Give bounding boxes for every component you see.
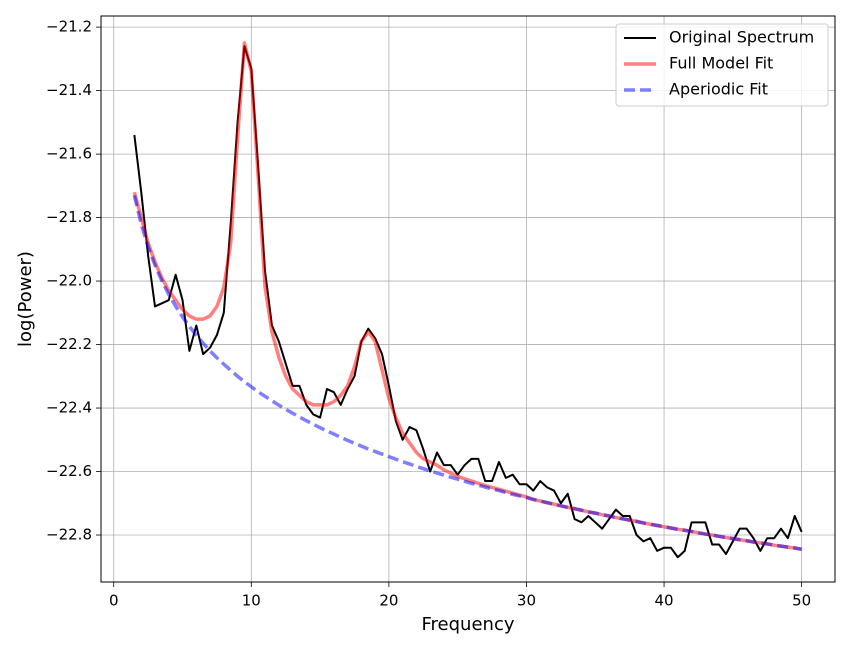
y-tick-label: −21.4: [46, 81, 92, 99]
x-tick-label: 40: [655, 592, 674, 610]
legend-label: Original Spectrum: [669, 28, 814, 47]
x-axis-label: Frequency: [422, 614, 515, 635]
y-tick-label: −22.0: [46, 272, 92, 290]
y-tick-label: −21.2: [46, 18, 92, 36]
y-tick-label: −22.8: [46, 526, 92, 544]
x-tick-label: 10: [242, 592, 261, 610]
legend-box: [615, 23, 829, 107]
legend: Original Spectrum Full Model Fit Aperiodic…: [615, 23, 829, 107]
y-tick-label: −22.6: [46, 462, 92, 480]
x-tick-label: 20: [379, 592, 398, 610]
y-axis-label: log(Power): [15, 251, 36, 347]
y-tick-label: −22.4: [46, 399, 92, 417]
series-line: [132, 41, 802, 552]
plot-frame: [100, 15, 836, 583]
x-tick-label: 50: [792, 592, 811, 610]
series-line: [132, 194, 802, 552]
y-tick-label: −21.6: [46, 145, 92, 163]
x-tick-label: 30: [517, 592, 536, 610]
y-tick-label: −21.8: [46, 208, 92, 226]
x-tick-label: 0: [109, 592, 119, 610]
legend-label: Aperiodic Fit: [669, 80, 768, 99]
legend-label: Full Model Fit: [669, 54, 773, 73]
y-tick-label: −22.2: [46, 335, 92, 353]
